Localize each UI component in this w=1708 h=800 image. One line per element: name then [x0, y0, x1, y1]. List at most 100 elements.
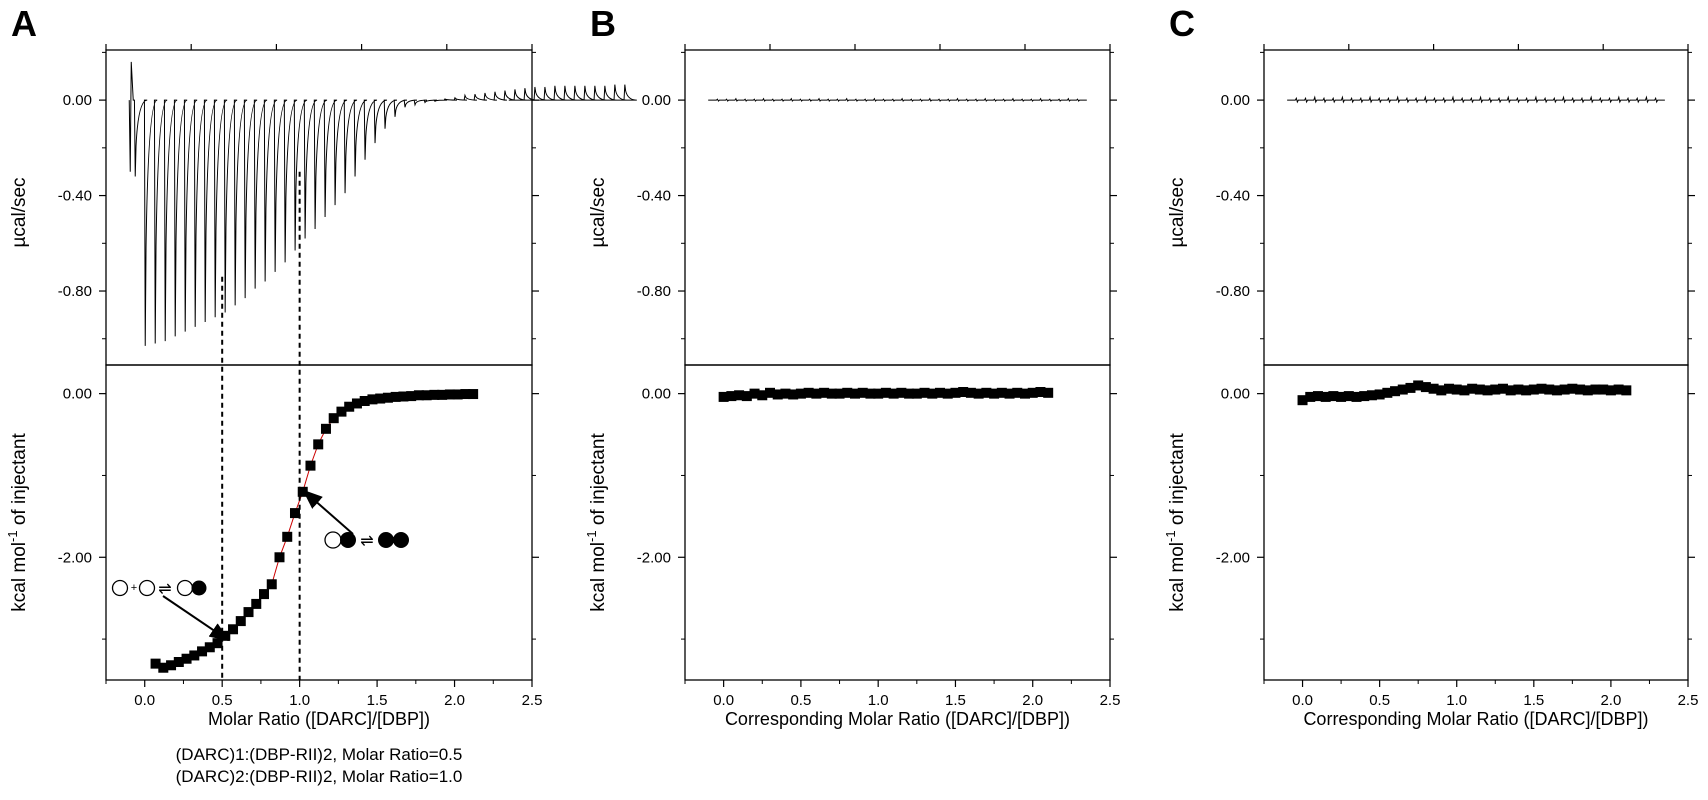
data-point [880, 387, 891, 398]
data-point [1551, 385, 1562, 396]
data-point [1004, 388, 1015, 399]
fit-curve [155, 393, 474, 669]
top-y-tick-label: -0.80 [637, 283, 671, 300]
top-y-tick-label: 0.00 [642, 92, 671, 109]
bottom-x-tick-label: 2.5 [1678, 692, 1699, 709]
data-point [1521, 385, 1532, 396]
bottom-y-tick-label: 0.00 [63, 386, 92, 403]
data-point [842, 387, 853, 398]
data-point [390, 391, 401, 402]
data-point [1575, 384, 1586, 395]
bottom-y-axis-label: kcal mol-1 of injectant [584, 433, 609, 612]
data-point [1459, 385, 1470, 396]
panel-label: C [1169, 3, 1195, 44]
bottom-x-tick-label: 0.0 [713, 692, 734, 709]
data-point [1397, 384, 1408, 395]
open-circle [138, 579, 156, 597]
data-point [460, 389, 471, 400]
data-point [888, 388, 899, 399]
data-point [1505, 385, 1516, 396]
data-point [468, 389, 479, 400]
filled-circle [393, 532, 409, 548]
caption-line: (DARC)1:(DBP-RII)2, Molar Ratio=0.5 [176, 745, 463, 764]
bottom-x-tick-label: 0.5 [212, 692, 233, 709]
data-point [406, 391, 417, 402]
data-point [1598, 384, 1609, 395]
data-point [1420, 382, 1431, 393]
data-point [1613, 384, 1624, 395]
data-point [765, 387, 775, 398]
top-plot-frame [105, 49, 533, 366]
bottom-x-tick-label: 2.5 [1100, 692, 1121, 709]
data-point [173, 657, 184, 667]
data-point [421, 390, 432, 401]
raw-heat-trace [708, 97, 1087, 102]
data-point [1536, 383, 1547, 394]
data-point [351, 398, 362, 409]
bottom-x-tick-label: 1.5 [945, 692, 966, 709]
equilibrium-annotation-2: ⇌ [324, 531, 409, 550]
equilibrium-arrow: ⇌ [158, 581, 171, 598]
data-point [344, 401, 355, 412]
data-point [911, 388, 922, 399]
data-point [1366, 390, 1377, 401]
y-label-rest: of injectant [588, 433, 609, 531]
y-label-rest: of injectant [1167, 433, 1188, 531]
data-point [289, 508, 300, 519]
data-point [1559, 384, 1570, 395]
data-point [1020, 388, 1030, 399]
panel-b: B 0.00 -0.40 -0.80 µcal/sec 0.00 -2.00 0.0 0.5 1.… [584, 3, 1120, 729]
data-point [228, 624, 239, 635]
y-label-main: kcal mol [588, 542, 609, 612]
data-point [1359, 391, 1370, 402]
data-point [873, 388, 884, 399]
data-point [1343, 391, 1354, 402]
data-point [996, 387, 1007, 398]
bottom-x-tick-label: 1.5 [1523, 692, 1544, 709]
data-point [251, 598, 262, 609]
data-point [780, 388, 791, 399]
data-point [1351, 391, 1362, 402]
equilibrium-annotation-1: + ⇌ [111, 579, 207, 598]
open-circle [111, 579, 129, 597]
data-point [150, 658, 161, 669]
top-y-axis-label: µcal/sec [588, 177, 609, 247]
annotation-arrow-2 [302, 489, 354, 535]
data-point [1474, 384, 1485, 395]
data-point [865, 388, 876, 399]
bottom-plot-frame [105, 364, 533, 681]
open-circle [176, 579, 194, 597]
bottom-y-tick-label: -2.00 [58, 549, 92, 566]
bottom-x-tick-label: 1.5 [367, 692, 388, 709]
data-point [904, 388, 915, 399]
data-point [1528, 384, 1539, 395]
data-point [749, 388, 760, 399]
data-point [803, 387, 814, 398]
data-point [367, 394, 378, 405]
panel-label: B [590, 3, 616, 44]
data-point [1497, 383, 1508, 394]
bottom-y-tick-label: 0.00 [642, 386, 671, 403]
data-point [718, 391, 729, 402]
data-point [1490, 384, 1501, 395]
data-point [927, 388, 938, 399]
data-point [1444, 383, 1455, 394]
data-point [398, 391, 409, 402]
data-point [973, 388, 984, 399]
top-plot-frame [684, 49, 1111, 366]
y-label-superscript: -1 [1163, 530, 1178, 542]
data-point [328, 413, 339, 424]
data-point [826, 388, 837, 399]
data-point [1621, 385, 1632, 396]
data-point [1567, 383, 1578, 394]
filled-circle [191, 580, 207, 596]
data-point [757, 390, 768, 401]
raw-heat-trace [1287, 95, 1665, 104]
data-point [834, 388, 845, 399]
data-point [359, 396, 370, 406]
bottom-x-tick-label: 0.5 [1369, 692, 1390, 709]
plus-sign: + [131, 582, 137, 594]
data-point [305, 460, 316, 471]
top-plot-frame [1263, 49, 1689, 366]
data-point [235, 616, 246, 627]
